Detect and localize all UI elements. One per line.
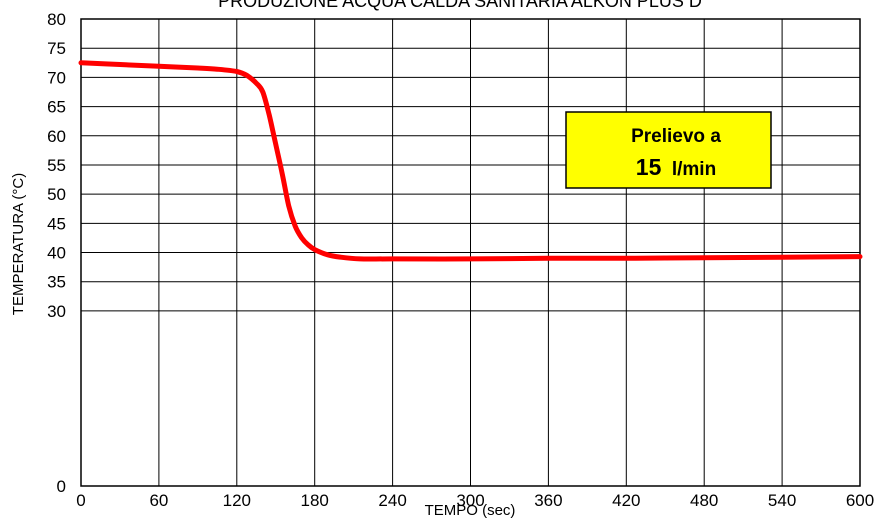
flow-rate-annotation: Prelievo a 15 l/min (565, 111, 772, 189)
x-tick-label: 240 (378, 491, 406, 510)
y-tick-label: 30 (47, 302, 66, 321)
x-tick-label: 360 (534, 491, 562, 510)
x-tick-label: 0 (76, 491, 85, 510)
x-tick-label: 60 (149, 491, 168, 510)
y-axis-ticks: 0 30 35 40 45 50 55 60 65 70 75 80 (47, 10, 66, 496)
grid (81, 19, 860, 486)
y-tick-label: 80 (47, 10, 66, 29)
x-tick-label: 600 (846, 491, 874, 510)
x-tick-label: 120 (223, 491, 251, 510)
x-tick-label: 180 (301, 491, 329, 510)
y-tick-label: 60 (47, 127, 66, 146)
x-tick-label: 540 (768, 491, 796, 510)
annotation-line2: 15 l/min (636, 154, 716, 180)
x-axis-ticks: 0 60 120 180 240 300 360 420 480 540 600 (76, 491, 874, 510)
y-tick-label: 45 (47, 214, 66, 233)
y-tick-label: 35 (47, 273, 66, 292)
annotation-background (565, 111, 772, 189)
x-tick-label: 480 (690, 491, 718, 510)
y-tick-label: 70 (47, 68, 66, 87)
y-tick-label: 40 (47, 244, 66, 263)
annotation-value: 15 (636, 154, 662, 180)
y-tick-label: 0 (57, 477, 66, 496)
y-tick-label: 55 (47, 156, 66, 175)
annotation-unit: l/min (672, 159, 716, 180)
temperature-series-line (78, 60, 863, 262)
y-tick-label: 50 (47, 185, 66, 204)
y-tick-label: 75 (47, 39, 66, 58)
x-axis-title: TEMPO (sec) (425, 502, 516, 519)
x-tick-label: 420 (612, 491, 640, 510)
plot-frame (80, 18, 861, 487)
chart-title: PRODUZIONE ACQUA CALDA SANITARIA ALKON P… (218, 0, 702, 11)
y-axis-title: TEMPERATURA (°C) (10, 173, 27, 315)
y-tick-label: 65 (47, 98, 66, 117)
annotation-line1: Prelievo a (631, 126, 721, 147)
x-tick-label: 300 (456, 491, 484, 510)
